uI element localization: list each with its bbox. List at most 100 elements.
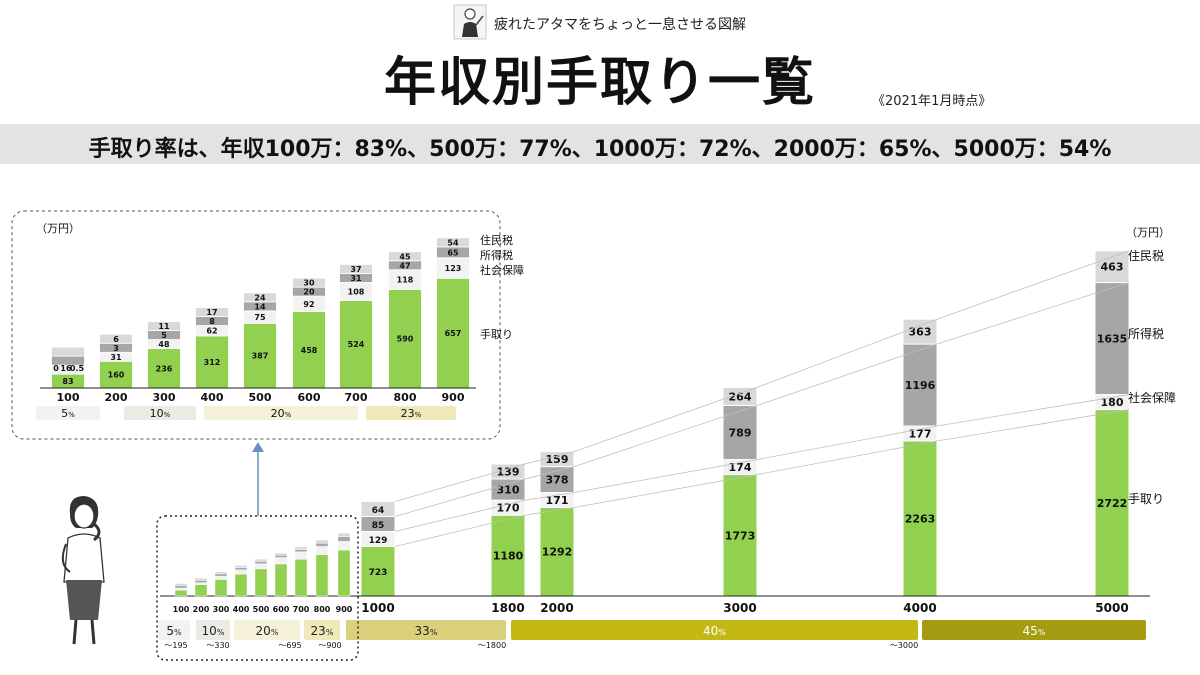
tax-bracket-33 — [346, 620, 506, 640]
mini-bar-500-0 — [254, 568, 268, 597]
inset-bar-600-0 — [292, 311, 326, 389]
tax-bracket-label-20: 20% — [256, 624, 279, 638]
inset-label-900-0: 657 — [445, 329, 462, 338]
inset-label-200-2: 3 — [113, 344, 119, 353]
legend-resident-tax: 住民税 — [1128, 249, 1164, 263]
data-label-1800-1: 170 — [497, 502, 520, 515]
connector-line-0 — [394, 409, 1130, 547]
mini-bar-900-3 — [337, 532, 351, 538]
x-tick-1800: 1800 — [491, 601, 524, 615]
inset-x-tick-500: 500 — [249, 391, 272, 404]
bar-3000-seg-3 — [722, 386, 758, 407]
inset-label-500-1: 75 — [254, 313, 266, 322]
zoom-region-box — [156, 515, 359, 661]
tax-bracket-40 — [511, 620, 918, 640]
mini-bar-100-1 — [174, 587, 188, 591]
data-label-2000-2: 378 — [546, 474, 569, 487]
bar-2000-seg-0 — [539, 506, 575, 597]
inset-x-tick-800: 800 — [394, 391, 417, 404]
bar-1800-seg-0 — [490, 514, 526, 597]
inset-label-100-0: 83 — [62, 377, 73, 386]
mini-bar-800-0 — [315, 554, 329, 597]
inset-x-tick-600: 600 — [298, 391, 321, 404]
inset-bar-600-3 — [292, 277, 326, 288]
inset-label-400-3: 17 — [206, 308, 217, 317]
data-label-1800-0: 1180 — [493, 550, 524, 563]
mini-bar-500-2 — [254, 561, 268, 564]
x-tick-5000: 5000 — [1095, 601, 1128, 615]
data-label-5000-0: 2722 — [1097, 497, 1128, 510]
unit-label-main: （万円） — [1126, 226, 1170, 239]
data-label-1000-1: 129 — [369, 536, 388, 546]
mini-x-tick-900: 900 — [336, 605, 353, 614]
inset-label-100-3b: 0 — [53, 364, 59, 373]
inset-label-600-3: 30 — [303, 279, 315, 288]
inset-label-900-3: 54 — [447, 238, 459, 247]
data-label-4000-3: 363 — [909, 326, 932, 339]
legend-income-tax: 所得税 — [1128, 326, 1164, 341]
bar-3000-seg-0 — [722, 474, 758, 597]
mini-x-tick-300: 300 — [213, 605, 230, 614]
summary-text: 手取り率は、年収100万：83%、500万：77%、1000万：72%、2000… — [88, 137, 1112, 162]
mini-bar-300-3 — [214, 571, 228, 575]
inset-label-200-3: 6 — [113, 335, 119, 344]
tax-bracket-label-33: 33% — [415, 624, 438, 638]
inset-label-800-2: 47 — [399, 261, 410, 270]
tax-bracket-23 — [304, 620, 340, 640]
tagline: 疲れたアタマをちょっと一息させる図解 — [494, 17, 746, 33]
mini-bar-500-1 — [254, 563, 268, 570]
mini-x-tick-800: 800 — [314, 605, 331, 614]
inset-label-100-1b: 16 — [60, 364, 72, 373]
inset-label-500-3: 24 — [254, 293, 266, 302]
connector-line-1 — [394, 394, 1130, 532]
mini-x-tick-400: 400 — [233, 605, 250, 614]
inset-label-700-1: 108 — [348, 287, 365, 296]
data-label-1800-2: 310 — [497, 484, 520, 497]
inset-bar-700-3 — [339, 264, 373, 274]
mini-bar-200-3 — [194, 578, 208, 581]
mini-bar-300-0 — [214, 579, 228, 597]
data-label-1000-2: 85 — [372, 521, 385, 531]
mini-bar-100-0 — [174, 589, 188, 597]
mini-bar-400-1 — [234, 569, 248, 575]
inset-bracket-23 — [366, 406, 456, 420]
data-label-4000-1: 177 — [909, 427, 932, 440]
x-tick-3000: 3000 — [723, 601, 756, 615]
data-label-5000-1: 180 — [1101, 396, 1124, 409]
mini-bar-800-2 — [315, 542, 329, 547]
inset-frame — [11, 210, 501, 440]
inset-label-900-2: 65 — [447, 248, 459, 257]
mini-bar-600-3 — [274, 552, 288, 556]
bracket-upper-1: ～330 — [206, 641, 229, 650]
mini-x-tick-100: 100 — [173, 605, 190, 614]
inset-bar-900-3 — [436, 237, 470, 248]
tax-bracket-label-5: 5% — [166, 624, 182, 638]
mini-x-tick-600: 600 — [273, 605, 290, 614]
inset-legend-social: 社会保障 — [480, 263, 524, 277]
legend-takehome: 手取り — [1128, 492, 1164, 506]
connector-line-2 — [394, 282, 1130, 517]
mini-bar-800-1 — [315, 546, 329, 555]
inset-bracket-20 — [204, 406, 358, 420]
inset-label-200-1: 31 — [110, 353, 122, 362]
mini-x-tick-500: 500 — [253, 605, 270, 614]
inset-legend-income-tax: 所得税 — [480, 248, 513, 262]
mini-bar-600-0 — [274, 563, 288, 597]
bracket-upper-2: ～695 — [278, 641, 301, 650]
bar-2000-seg-3 — [539, 451, 575, 468]
inset-label-400-1: 62 — [206, 327, 217, 336]
inset-bar-100-3 — [51, 346, 85, 357]
summary-band — [0, 124, 1200, 164]
bracket-upper-4: ～1800 — [478, 641, 506, 650]
bar-5000-seg-0 — [1094, 409, 1130, 597]
inset-bar-500-3 — [243, 292, 277, 303]
mini-bar-500-3 — [254, 559, 268, 562]
inset-label-700-2: 31 — [350, 274, 362, 283]
mini-bar-200-0 — [194, 584, 208, 597]
data-label-5000-3: 463 — [1101, 261, 1124, 274]
mini-bar-700-3 — [294, 546, 308, 550]
bracket-upper-0: ～195 — [164, 641, 187, 650]
woman-thinking-icon — [61, 496, 105, 645]
inset-label-100-2b: 0.5 — [70, 364, 85, 373]
data-label-4000-2: 1196 — [905, 379, 936, 392]
